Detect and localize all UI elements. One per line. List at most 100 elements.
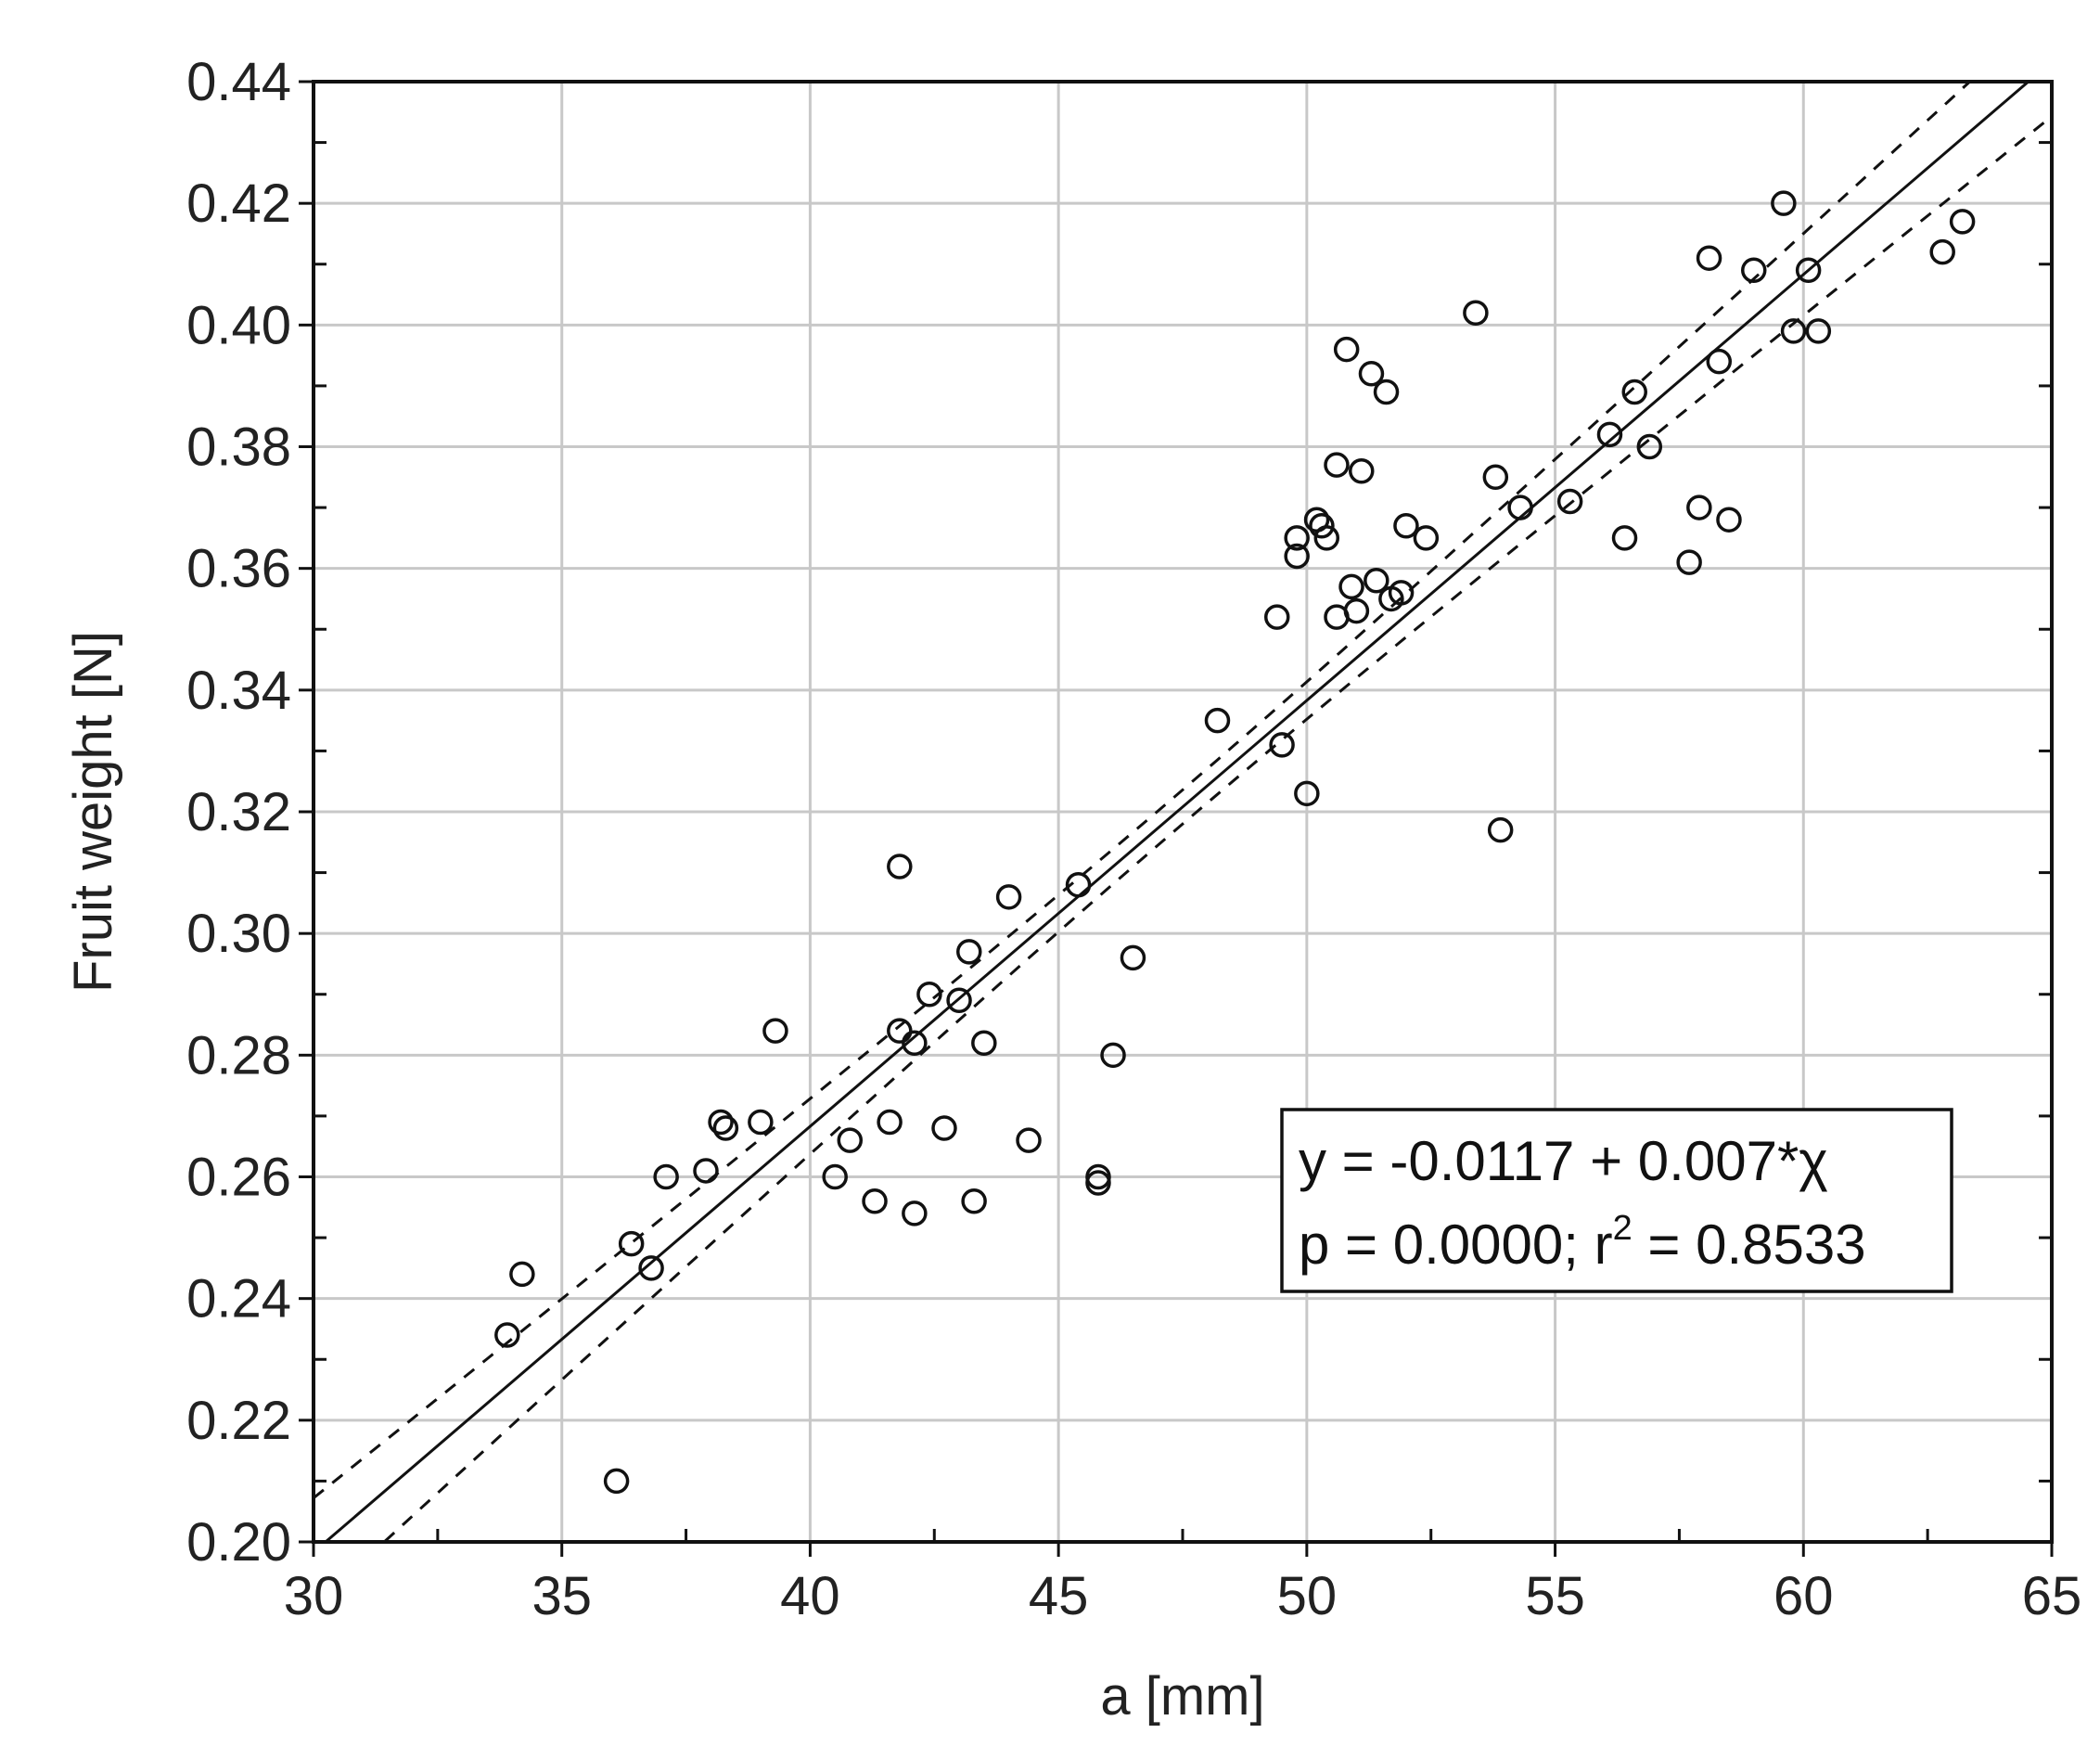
annotation-box <box>1280 1108 1953 1293</box>
data-point <box>995 884 1022 910</box>
data-point <box>693 1158 719 1184</box>
annotation-equation: y = -0.0117 + 0.007*χ <box>1299 1130 1828 1192</box>
data-point <box>1686 494 1712 520</box>
data-point <box>1065 871 1092 898</box>
y-tick-label: 0.44 <box>186 52 291 112</box>
data-point <box>1611 525 1638 551</box>
data-point <box>708 1109 734 1136</box>
data-point <box>1373 379 1400 405</box>
data-point <box>1413 525 1440 551</box>
y-tick-label: 0.36 <box>186 539 291 599</box>
data-point <box>837 1127 864 1153</box>
x-tick-label: 55 <box>1525 1566 1585 1626</box>
data-point <box>1309 513 1335 539</box>
x-tick-label: 65 <box>2022 1566 2082 1626</box>
data-point <box>1949 209 1976 235</box>
regression-line-group <box>323 82 2031 1542</box>
data-point <box>1284 525 1310 551</box>
data-point <box>1596 421 1623 448</box>
data-point <box>1507 494 1533 520</box>
data-point <box>1740 257 1767 284</box>
data-point <box>1805 318 1832 344</box>
y-tick-label: 0.30 <box>186 904 291 964</box>
data-point <box>1120 944 1146 971</box>
x-tick-label: 45 <box>1029 1566 1089 1626</box>
data-point <box>509 1261 535 1288</box>
data-point <box>1016 1127 1042 1153</box>
data-point <box>1716 507 1742 533</box>
data-point <box>1487 816 1514 843</box>
data-point <box>1706 348 1733 375</box>
data-points <box>494 190 1976 1495</box>
data-point <box>1358 361 1385 387</box>
data-point <box>1333 336 1360 363</box>
x-tick-label: 60 <box>1773 1566 1834 1626</box>
y-tick-labels: 0.20 0.22 0.24 0.26 0.28 0.30 0.32 0.34 0.36 0.38… <box>186 52 291 1573</box>
data-point <box>1636 433 1663 460</box>
data-point <box>653 1163 679 1190</box>
data-point <box>1364 568 1389 594</box>
data-point <box>887 1018 913 1044</box>
confidence-band-upper <box>314 82 1972 1499</box>
data-point <box>603 1468 630 1495</box>
data-point <box>1349 457 1375 484</box>
data-point <box>1780 318 1807 344</box>
data-point <box>862 1188 888 1214</box>
data-point <box>1388 580 1415 606</box>
y-tick-label: 0.32 <box>186 782 291 842</box>
data-point <box>1463 300 1489 326</box>
annotation-stats-prefix: p = 0.0000; r <box>1299 1213 1613 1276</box>
regression-line <box>323 82 2031 1542</box>
y-tick-label: 0.24 <box>186 1269 291 1329</box>
data-point <box>956 939 982 965</box>
data-point <box>1393 513 1419 539</box>
y-axis-title: Fruit weight [N] <box>63 631 123 993</box>
data-point <box>916 982 942 1008</box>
data-point <box>1263 604 1290 630</box>
data-point <box>1204 707 1231 734</box>
confidence-band <box>314 82 2052 1542</box>
data-point <box>1284 543 1310 570</box>
data-point <box>638 1255 664 1281</box>
y-tick-label: 0.42 <box>186 173 291 234</box>
data-point <box>971 1030 997 1056</box>
annotation-stats: p = 0.0000; r2 = 0.8533 <box>1299 1209 1866 1276</box>
data-point <box>961 1188 987 1214</box>
x-tick-label: 50 <box>1277 1566 1338 1626</box>
y-tick-label: 0.28 <box>186 1025 291 1085</box>
data-point <box>877 1109 903 1136</box>
x-tick-label: 30 <box>284 1566 344 1626</box>
confidence-band-lower <box>381 115 2052 1542</box>
x-axis-title: a [mm] <box>1100 1666 1264 1727</box>
data-point <box>887 854 913 880</box>
data-point <box>946 987 972 1014</box>
y-tick-label: 0.20 <box>186 1512 291 1573</box>
data-point <box>1294 780 1320 807</box>
annotation-stats-suffix: = 0.8533 <box>1633 1213 1866 1276</box>
data-point <box>822 1163 848 1190</box>
data-point <box>902 1200 928 1226</box>
data-point <box>748 1109 774 1136</box>
data-point <box>1482 464 1509 491</box>
data-point <box>1696 245 1722 271</box>
tick-marks <box>299 80 2054 1557</box>
data-point <box>1313 525 1340 551</box>
data-point <box>1085 1170 1111 1196</box>
data-point <box>1556 488 1583 515</box>
data-point <box>1324 452 1350 478</box>
data-point <box>618 1230 645 1257</box>
data-point <box>1676 549 1702 575</box>
data-point <box>1795 257 1822 284</box>
data-point <box>712 1115 739 1141</box>
data-point <box>494 1322 520 1348</box>
data-point <box>1771 190 1797 216</box>
data-point <box>1929 238 1955 265</box>
grid-lines <box>314 82 2052 1542</box>
y-tick-label: 0.40 <box>186 295 291 355</box>
x-tick-label: 40 <box>780 1566 840 1626</box>
data-point <box>1343 597 1370 624</box>
y-tick-label: 0.38 <box>186 417 291 478</box>
annotation-stats-superscript: 2 <box>1613 1209 1633 1248</box>
x-tick-labels: 30 35 40 45 50 55 60 65 <box>284 1566 2082 1626</box>
